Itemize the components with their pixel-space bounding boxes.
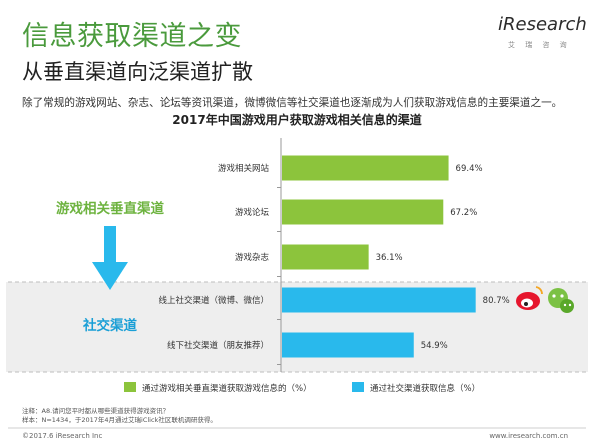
wechat-icon <box>548 288 574 313</box>
lead-paragraph: 除了常规的游戏网站、杂志、论坛等资讯渠道，微博微信等社交渠道也逐渐成为人们获取游… <box>22 97 563 109</box>
bar <box>282 199 444 225</box>
bar <box>282 287 476 313</box>
weibo-icon <box>516 286 543 310</box>
legend-swatch-vertical <box>124 382 136 392</box>
page-headline: 信息获取渠道之变 <box>22 21 242 52</box>
vertical-channel-label: 游戏相关垂直渠道 <box>56 200 164 217</box>
sample-note: 样本：N=1434，于2017年4月通过艾瑞iClick社区联机调研获得。 <box>22 415 217 424</box>
category-label: 线下社交渠道（朋友推荐） <box>167 340 269 351</box>
bar-series-group: 游戏相关网站 69.4% 游戏论坛 67.2% 游戏杂志 36.1% 线上社交渠道（微博、微… <box>158 155 510 365</box>
social-channel-label: 社交渠道 <box>82 317 137 334</box>
source-note: 注释：A8.请问您平时都从哪些渠道获得游戏资讯？ <box>22 406 169 415</box>
brand-sub: 艾 瑞 咨 询 <box>508 41 571 49</box>
brand-logo: iResearch 艾 瑞 咨 询 <box>486 14 587 58</box>
value-label: 67.2% <box>450 208 477 218</box>
bar <box>282 332 414 358</box>
bar <box>282 155 449 181</box>
flow-arrow-head <box>92 262 128 290</box>
category-label: 游戏杂志 <box>235 252 270 263</box>
website-url: www.iresearch.com.cn <box>489 432 568 440</box>
page-subheading: 从垂直渠道向泛渠道扩散 <box>22 60 253 84</box>
bar <box>282 244 369 270</box>
legend-label-social: 通过社交渠道获取信息（%） <box>370 383 480 394</box>
value-label: 80.7% <box>483 296 510 306</box>
chart-title: 2017年中国游戏用户获取游戏相关信息的渠道 <box>172 112 421 127</box>
legend-label-vertical: 通过游戏相关垂直渠道获取游戏信息的（%） <box>142 383 312 394</box>
chart-legend: 通过游戏相关垂直渠道获取游戏信息的（%） 通过社交渠道获取信息（%） <box>124 382 480 394</box>
brand-name: iResearch <box>498 14 587 35</box>
legend-swatch-social <box>352 382 364 392</box>
category-label: 游戏论坛 <box>235 207 270 218</box>
value-label: 69.4% <box>456 164 483 174</box>
value-label: 36.1% <box>376 253 403 263</box>
copyright-text: ©2017.6 iResearch Inc <box>22 432 102 440</box>
category-label: 游戏相关网站 <box>218 163 270 174</box>
flow-arrow-shaft <box>104 226 116 264</box>
category-label: 线上社交渠道（微博、微信） <box>158 295 269 306</box>
value-label: 54.9% <box>421 341 448 351</box>
